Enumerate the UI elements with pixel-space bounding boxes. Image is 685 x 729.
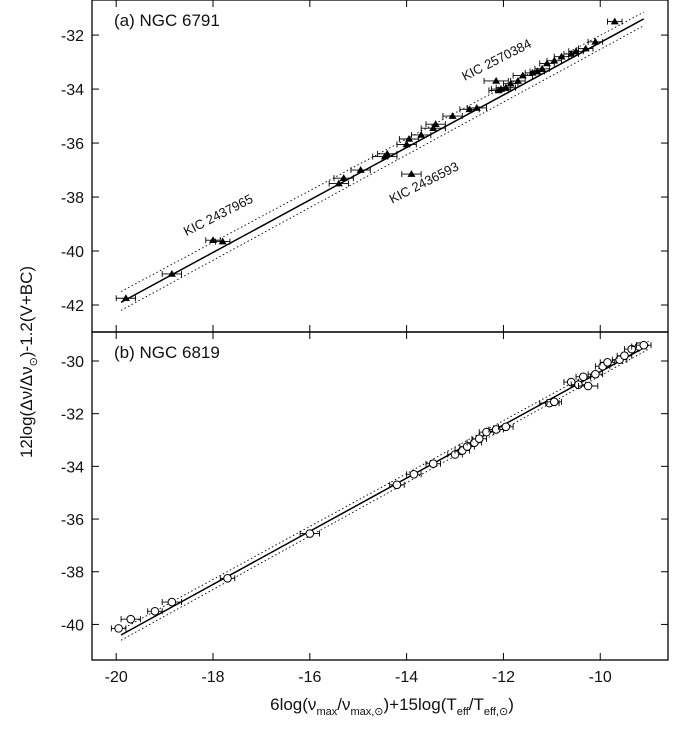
data-point	[603, 357, 612, 367]
x-tick-label: -12	[492, 669, 515, 686]
y-tick-label: -32	[61, 28, 84, 45]
plot-frame-a	[91, 0, 669, 333]
data-point	[305, 529, 315, 538]
data-point	[472, 103, 481, 111]
data-point	[126, 614, 136, 624]
data-point	[491, 425, 501, 434]
data-point	[334, 179, 343, 187]
data-point	[150, 606, 160, 616]
data-point	[405, 135, 414, 142]
data-point	[407, 170, 416, 177]
data-point	[474, 434, 484, 443]
data-point	[501, 83, 510, 91]
y-tick-label: -38	[61, 565, 84, 582]
confidence-band-line	[120, 25, 645, 311]
panel-title: (b) NGC 6819	[114, 343, 220, 362]
y-tick-label: -32	[61, 407, 84, 424]
data-point	[518, 71, 527, 79]
y-tick-label: -36	[61, 136, 84, 153]
y-tick-label: -42	[61, 298, 84, 315]
data-point	[610, 17, 619, 25]
data-point	[121, 294, 130, 302]
data-point	[482, 427, 491, 437]
data-point	[538, 64, 547, 72]
data-point	[429, 124, 438, 132]
x-tick-label: -10	[589, 669, 612, 686]
data-point	[501, 422, 511, 432]
data-point	[417, 130, 426, 138]
data-point	[639, 340, 649, 350]
data-point	[167, 597, 177, 607]
data-point	[448, 112, 457, 119]
y-tick-label: -40	[61, 617, 84, 634]
data-point	[583, 381, 593, 391]
fit-line	[120, 344, 649, 636]
data-point	[620, 351, 629, 361]
y-tick-label: -40	[61, 244, 84, 261]
x-tick-label: -14	[395, 669, 418, 686]
data-point	[339, 174, 348, 181]
star-annotation: KIC 2437965	[181, 191, 255, 239]
data-point	[218, 237, 227, 245]
y-tick-label: -36	[61, 512, 84, 529]
data-point	[581, 44, 590, 52]
y-tick-label: -34	[61, 459, 84, 476]
data-point	[114, 624, 123, 633]
data-point	[591, 37, 600, 45]
y-tick-label: -38	[61, 190, 84, 207]
data-point	[428, 459, 438, 469]
y-tick-label: -34	[61, 82, 84, 99]
data-point	[392, 480, 402, 490]
x-tick-label: -16	[298, 669, 321, 686]
data-point	[591, 369, 600, 379]
confidence-band-line	[120, 11, 645, 292]
data-point	[513, 76, 522, 84]
data-point	[409, 469, 419, 479]
data-point	[567, 49, 576, 57]
data-point	[431, 120, 440, 127]
plot-frame-b	[91, 331, 669, 661]
data-point	[492, 76, 501, 84]
x-tick-label: -18	[201, 669, 224, 686]
confidence-band-line	[120, 348, 649, 641]
confidence-band-line	[120, 340, 649, 631]
data-point	[578, 372, 588, 382]
data-point	[549, 397, 559, 407]
data-point	[167, 269, 176, 277]
data-point	[356, 166, 365, 173]
panel-b-ngc6819: -40 -38 -36 -34 -32 -30 -20 -18 -16 -14 -12 -10 (b) …	[61, 331, 669, 686]
data-point	[550, 56, 559, 64]
y-axis-label: 12log(Δν/Δν⊙)-1.2(V+BC)	[17, 266, 40, 458]
panel-title: (a) NGC 6791	[114, 11, 220, 30]
data-point	[383, 149, 392, 157]
y-tick-label: -30	[61, 354, 84, 371]
data-point	[402, 140, 411, 148]
data-point	[223, 574, 232, 583]
data-point	[533, 67, 542, 75]
data-point	[572, 47, 581, 55]
fit-line	[120, 18, 645, 303]
star-annotation: KIC 2436593	[387, 159, 461, 207]
x-axis-label: 6log(νmax/νmax,⊙)+15log(Teff/Teff,⊙)	[270, 695, 514, 718]
data-point	[557, 52, 566, 60]
x-tick-label: -20	[105, 669, 128, 686]
